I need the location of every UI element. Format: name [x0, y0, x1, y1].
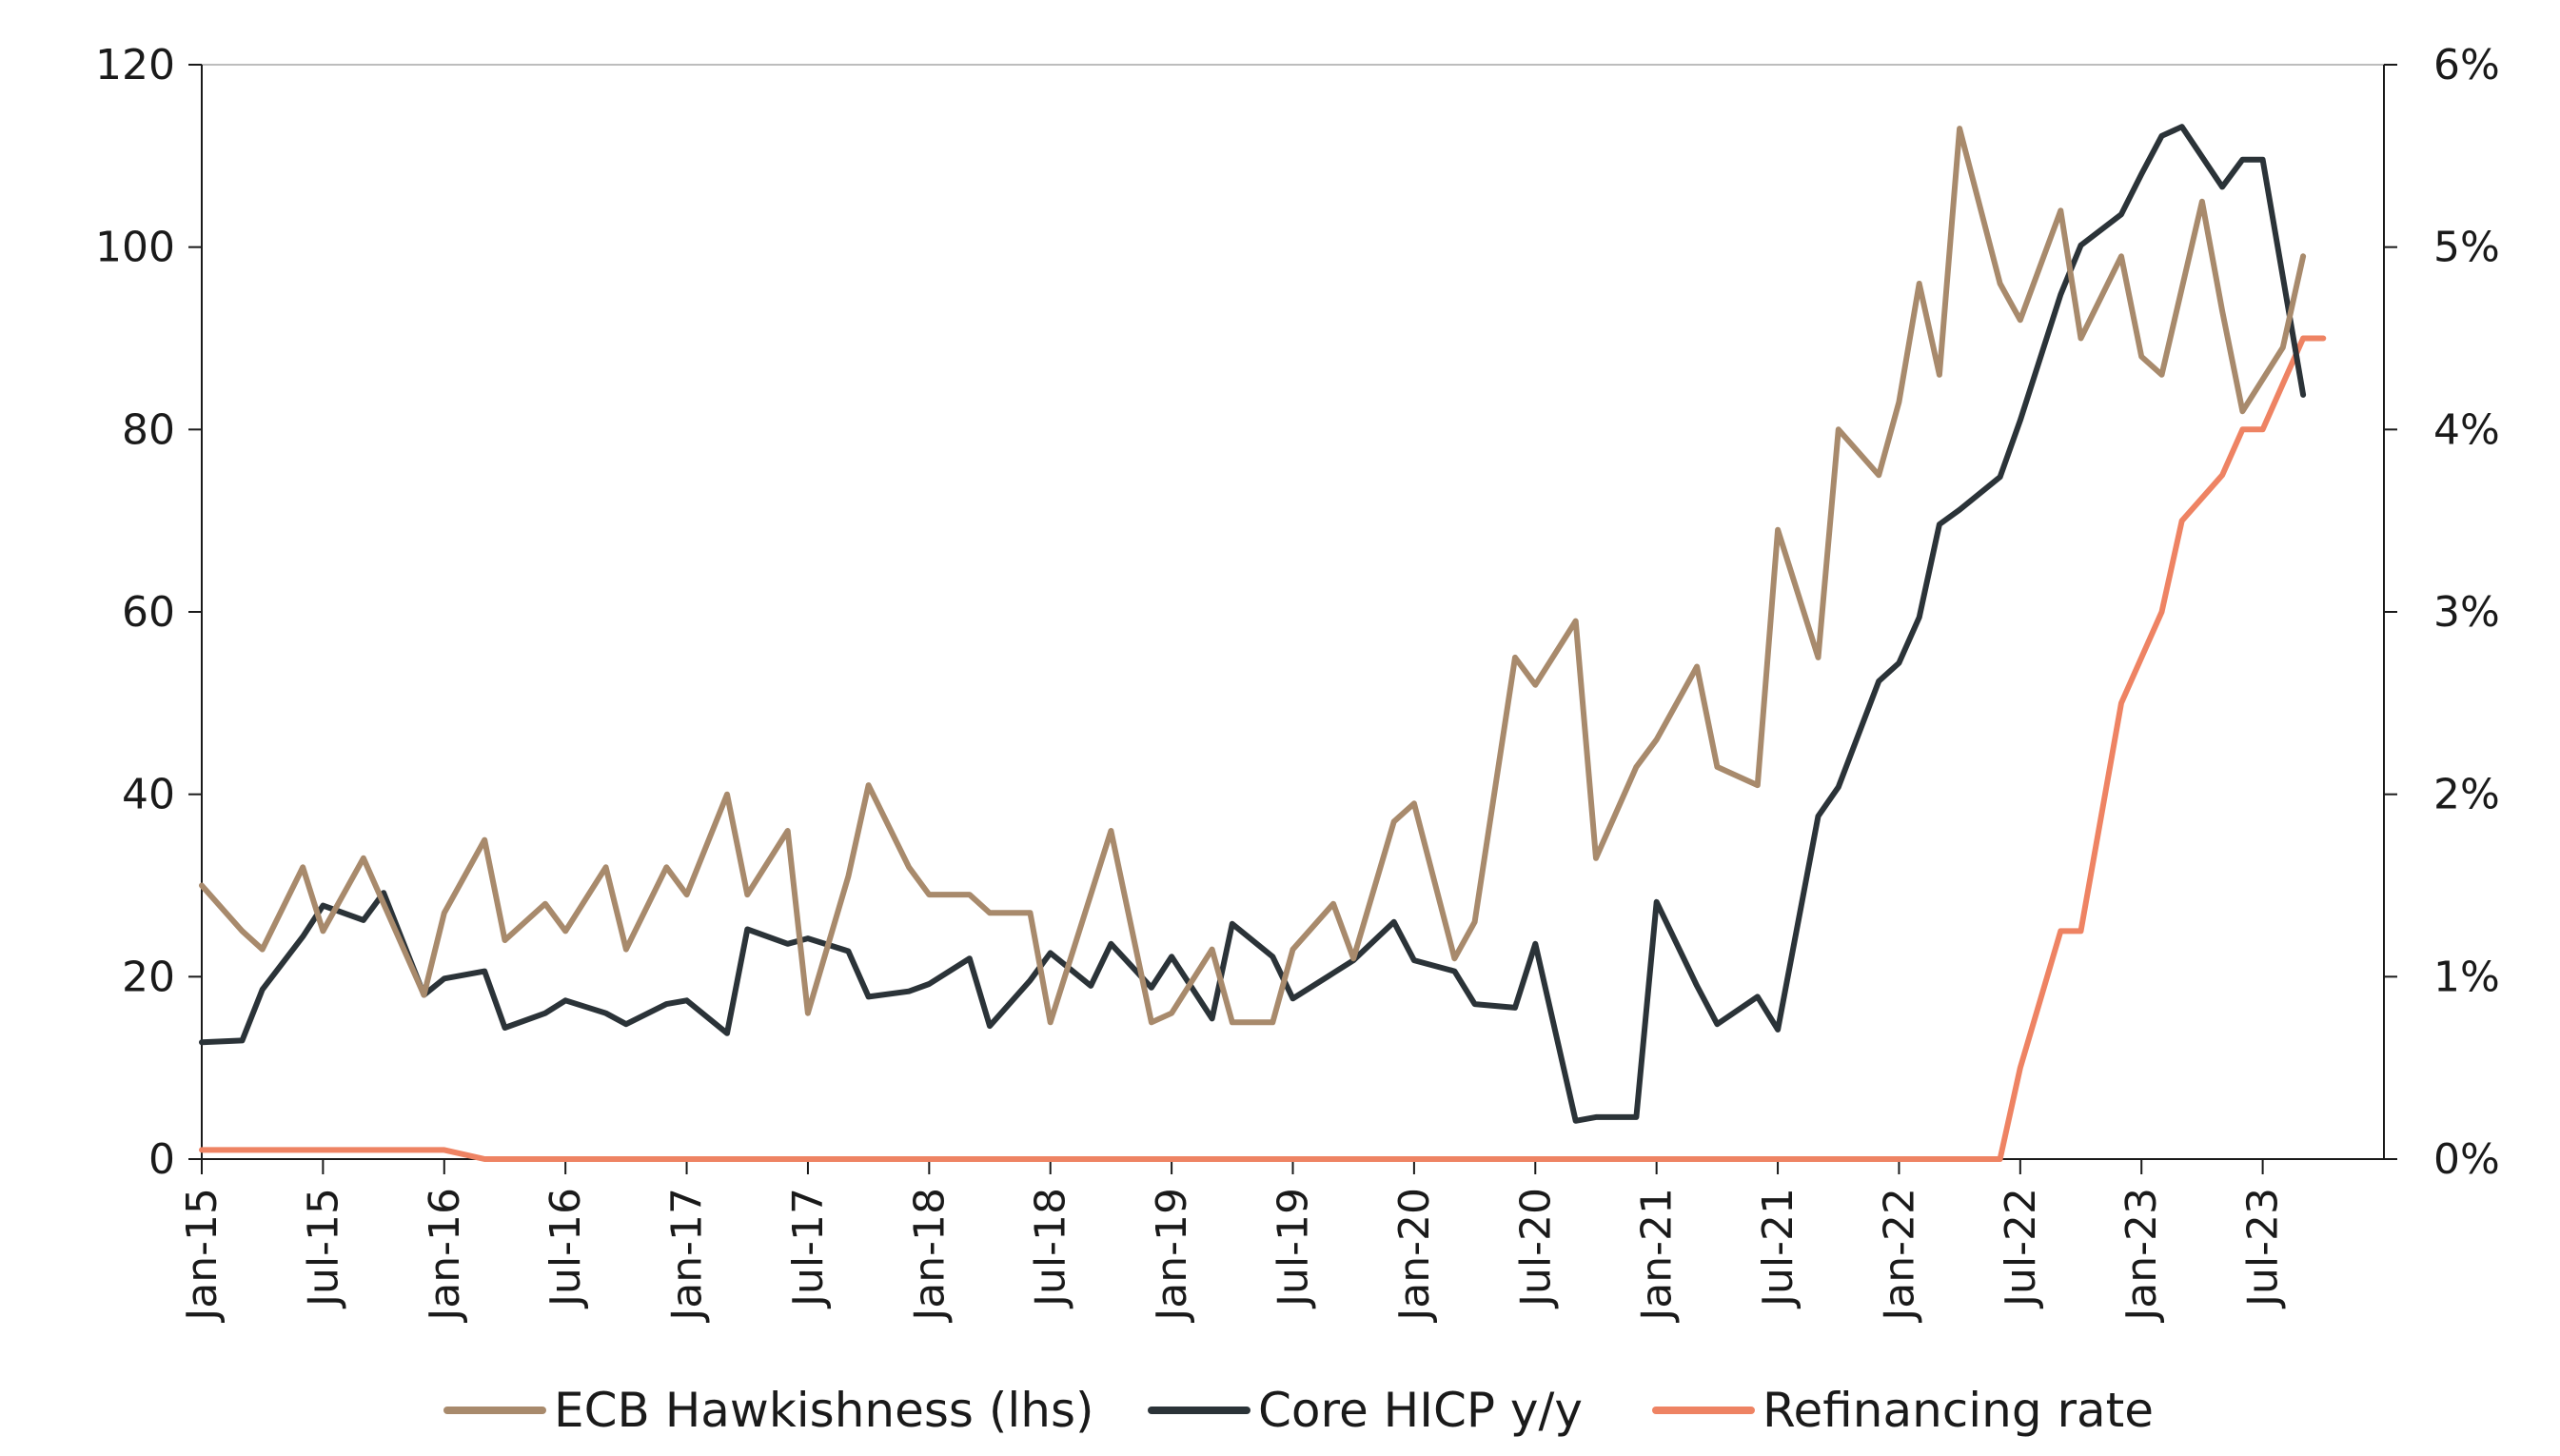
x-tick-label: Jan-15 — [178, 1188, 226, 1324]
right-y-tick-label: 4% — [2433, 405, 2500, 454]
legend-label: ECB Hawkishness (lhs) — [554, 1383, 1094, 1438]
series-line-refinancing-rate — [199, 335, 2327, 1162]
left-y-tick-label: 120 — [95, 41, 175, 89]
x-tick-label: Jul-16 — [542, 1188, 590, 1309]
legend: ECB Hawkishness (lhs) Core HICP y/y Refina… — [443, 1383, 2154, 1438]
right-y-tick-label: 1% — [2433, 953, 2500, 1001]
right-y-tick-label: 0% — [2433, 1135, 2500, 1184]
x-tick-label: Jul-20 — [1511, 1188, 1560, 1309]
series-line-core-hicp-y-y — [199, 124, 2307, 1124]
x-tick-label: Jan-17 — [663, 1188, 712, 1324]
x-tick-label: Jan-21 — [1633, 1188, 1682, 1324]
x-tick-label: Jul-23 — [2239, 1188, 2288, 1309]
left-y-ticks: 0 20 40 60 80 100 120 — [95, 41, 202, 1184]
x-tick-label: Jul-19 — [1270, 1188, 1318, 1309]
x-tick-label: Jul-15 — [299, 1188, 347, 1309]
series-lines — [199, 124, 2327, 1162]
right-y-ticks: 0% 1% 2% 3% 4% 5% 6% — [2384, 41, 2500, 1184]
legend-label: Refinancing rate — [1762, 1383, 2154, 1438]
right-y-tick-label: 6% — [2433, 41, 2500, 89]
x-tick-label: Jan-18 — [905, 1188, 954, 1324]
left-y-tick-label: 100 — [95, 224, 175, 272]
x-tick-label: Jan-20 — [1390, 1188, 1439, 1324]
left-y-tick-label: 20 — [122, 953, 175, 1001]
x-tick-label: Jul-21 — [1754, 1188, 1802, 1309]
right-y-tick-label: 5% — [2433, 224, 2500, 272]
left-y-tick-label: 60 — [122, 588, 175, 637]
x-tick-label: Jul-22 — [1997, 1188, 2045, 1309]
x-tick-label: Jul-18 — [1027, 1188, 1075, 1309]
series-line-ecb-hawkishness-lhs — [199, 126, 2307, 1026]
left-y-tick-label: 40 — [122, 771, 175, 819]
x-ticks: Jan-15 Jul-15 Jan-16 Jul-16 Jan-17 Jul-17 Jan-… — [178, 1159, 2288, 1324]
left-y-tick-label: 80 — [122, 405, 175, 454]
x-tick-label: Jan-19 — [1148, 1188, 1196, 1324]
right-y-tick-label: 2% — [2433, 771, 2500, 819]
x-tick-label: Jul-17 — [784, 1188, 833, 1309]
legend-label: Core HICP y/y — [1258, 1383, 1583, 1438]
x-tick-label: Jan-22 — [1875, 1188, 1923, 1324]
right-y-tick-label: 3% — [2433, 588, 2500, 637]
x-tick-label: Jan-16 — [421, 1188, 469, 1324]
x-tick-label: Jan-23 — [2117, 1188, 2166, 1324]
left-y-tick-label: 0 — [148, 1135, 175, 1184]
